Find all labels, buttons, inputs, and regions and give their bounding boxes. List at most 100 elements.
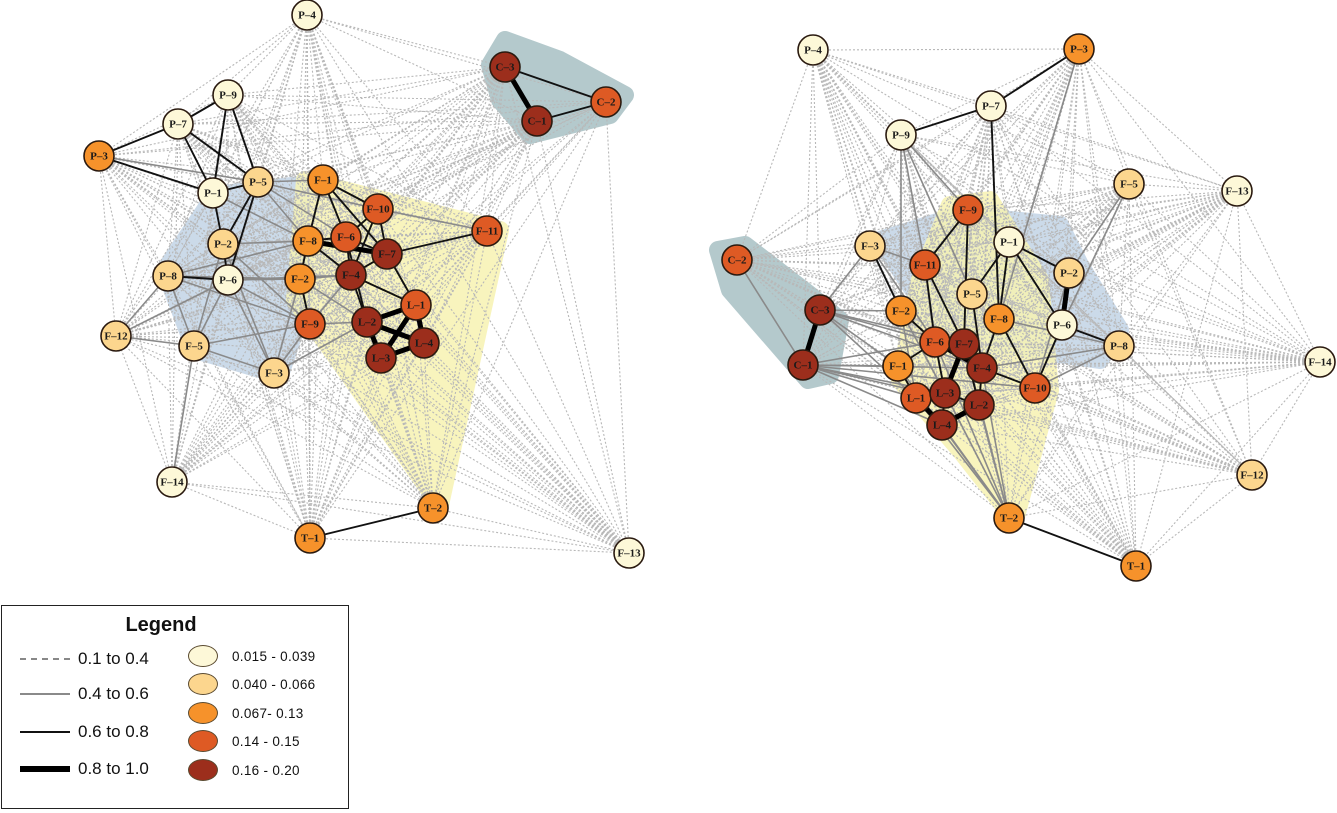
- edge-moderate: [819, 309, 983, 369]
- node-l-1: L–1: [900, 382, 932, 414]
- edge-weak: [309, 304, 417, 539]
- edge-weak: [990, 105, 1010, 243]
- edge-weak: [924, 264, 1036, 389]
- node-c-2: C–2: [590, 86, 622, 118]
- edge-strong: [1008, 241, 1063, 326]
- edge-weak: [257, 181, 434, 509]
- node-f-7: F–7: [371, 238, 403, 270]
- edge-moderate: [998, 48, 1080, 320]
- node-circle: [83, 140, 115, 172]
- edge-weak: [990, 105, 1253, 476]
- edge-weak: [115, 278, 301, 337]
- edge-weak: [990, 105, 1321, 363]
- edge-weak: [944, 361, 1321, 394]
- node-circle: [242, 166, 274, 198]
- edge-weak: [869, 183, 1130, 247]
- edge-weak: [802, 345, 1120, 366]
- edge-weak: [897, 134, 902, 367]
- edge-weak: [900, 134, 1238, 192]
- node-l-3: L–3: [365, 342, 397, 374]
- node-p-9: P–9: [212, 79, 244, 111]
- edge-weak: [306, 14, 488, 232]
- edge-weak: [98, 155, 195, 347]
- edge-weak: [812, 49, 969, 211]
- node-label: L–4: [415, 338, 434, 350]
- edge-weak: [227, 94, 607, 103]
- node-f-13: F–13: [613, 537, 645, 569]
- edge-weak: [366, 230, 488, 323]
- edge-weak: [377, 66, 506, 210]
- edge-weak: [98, 155, 434, 509]
- edge-weak: [504, 66, 630, 554]
- node-label: L–2: [358, 317, 377, 329]
- node-circle: [613, 537, 645, 569]
- node-p-3: P–3: [1063, 33, 1095, 65]
- edge-weak: [299, 101, 607, 280]
- circle-swatch-icon: [188, 645, 218, 667]
- node-label: F–5: [1120, 179, 1138, 191]
- edge-weak: [227, 14, 308, 96]
- edge-weak: [869, 245, 1321, 363]
- edge-strong: [227, 181, 259, 281]
- node-circle: [284, 263, 316, 295]
- legend-edge-weak: 0.1 to 0.4: [20, 649, 149, 669]
- edge-weak: [897, 48, 1080, 367]
- edge-weak: [486, 101, 607, 232]
- edge-moderate: [193, 323, 311, 347]
- node-label: F–10: [366, 204, 390, 216]
- edge-weak: [1078, 48, 1238, 192]
- edge-weak: [273, 342, 425, 374]
- node-circle: [162, 108, 194, 140]
- edge-weak: [1118, 190, 1238, 347]
- edge-moderate: [98, 155, 259, 183]
- edge-weak: [1251, 361, 1321, 476]
- edge-weak: [115, 94, 229, 337]
- edge-weak: [1008, 361, 1321, 519]
- node-label: T–1: [301, 533, 319, 545]
- node-label: F–6: [926, 337, 944, 349]
- node-p-4: P–4: [291, 0, 323, 31]
- node-f-9: F–9: [952, 194, 984, 226]
- edge-weak: [812, 49, 1063, 326]
- edge-weak: [273, 120, 538, 374]
- node-f-11: F–11: [471, 215, 503, 247]
- edge-weak: [736, 209, 969, 261]
- edge-weak: [227, 94, 311, 539]
- edge-weak: [273, 372, 311, 539]
- edge-weak: [1034, 387, 1253, 476]
- node-circle: [330, 221, 362, 253]
- edge-weak: [812, 49, 1238, 192]
- node-label: P–5: [963, 289, 981, 301]
- node-c-1: C–1: [787, 349, 819, 381]
- edge-weak: [115, 101, 607, 337]
- edge-weak: [967, 209, 1000, 320]
- edge-weak: [900, 134, 1063, 326]
- node-f-14: F–14: [156, 466, 188, 498]
- edge-weak: [1135, 361, 1321, 567]
- edge-weak: [802, 364, 1253, 476]
- node-label: L–4: [933, 420, 952, 432]
- edge-weak: [967, 209, 1137, 567]
- edge-weak: [812, 49, 1130, 185]
- node-circle: [335, 259, 367, 291]
- edge-weak: [1008, 48, 1080, 519]
- node-p-7: P–7: [162, 108, 194, 140]
- edge-weak: [802, 49, 814, 366]
- node-t-2: T–2: [417, 492, 449, 524]
- edge-weak: [1008, 183, 1130, 519]
- edge-weak: [869, 245, 965, 345]
- legend-edge-very-strong: 0.8 to 1.0: [20, 759, 149, 779]
- edge-strong: [386, 230, 488, 255]
- node-f-10: F–10: [362, 193, 394, 225]
- node-circle: [100, 320, 132, 352]
- node-label: L–1: [407, 300, 425, 312]
- node-label: F–3: [265, 368, 283, 380]
- node-label: P–5: [249, 177, 267, 189]
- edge-weak: [998, 183, 1130, 320]
- edge-moderate: [257, 181, 347, 238]
- edge-weak: [415, 304, 630, 554]
- node-label: P–9: [219, 90, 237, 102]
- edge-weak: [1068, 190, 1238, 274]
- node-circle: [258, 357, 290, 389]
- edge-weak: [998, 190, 1238, 320]
